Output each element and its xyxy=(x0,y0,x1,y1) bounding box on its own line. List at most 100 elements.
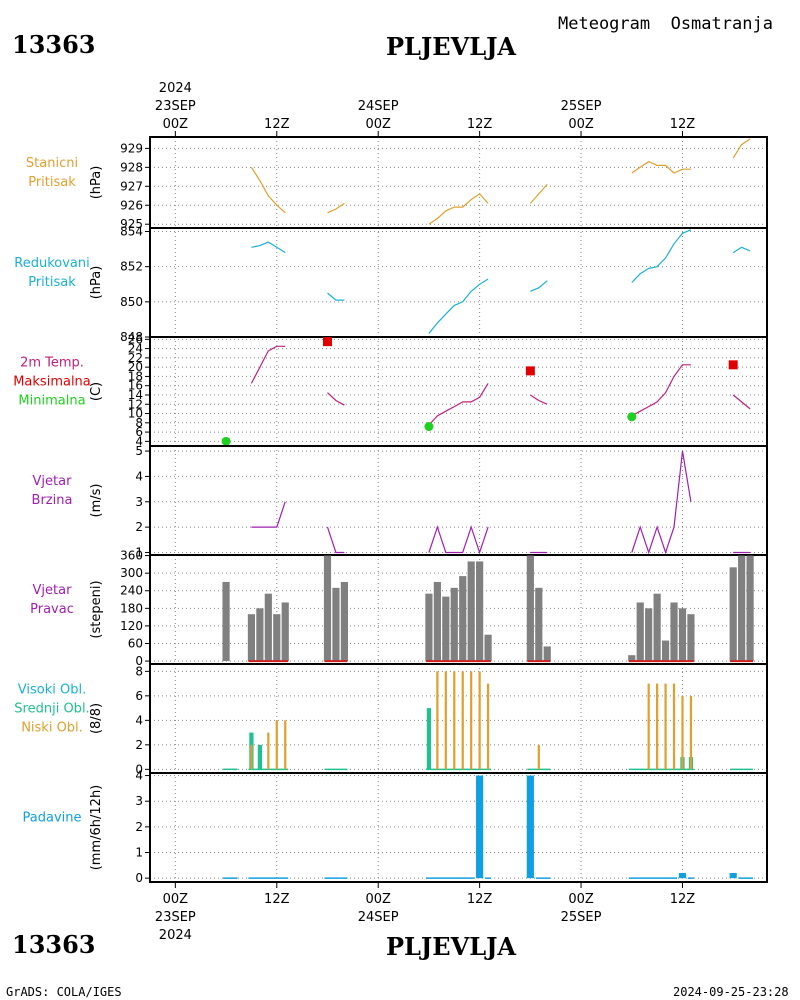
x-hour-label: 00Z xyxy=(365,117,391,132)
direction-bar xyxy=(645,608,653,662)
y-tick-label: 2 xyxy=(135,520,143,534)
meteogram-title: Meteogram Osmatranja xyxy=(558,14,773,34)
series-line xyxy=(326,526,345,554)
y-tick-label: 0 xyxy=(135,871,143,885)
panel-label: Minimalna xyxy=(18,394,85,409)
y-tick-label: 22 xyxy=(128,351,143,365)
x-hour-label: 12Z xyxy=(467,892,493,907)
timestamp: 2024-09-25-23:28 xyxy=(673,985,789,999)
direction-bar xyxy=(746,555,754,662)
low-cloud-bar xyxy=(267,732,270,770)
panel-label: Stanicni xyxy=(26,156,78,171)
x-hour-label: 00Z xyxy=(365,892,391,907)
panel-frame xyxy=(149,136,768,229)
direction-bar xyxy=(450,587,458,662)
y-tick-label: 10 xyxy=(128,407,143,421)
precip-bar xyxy=(476,775,484,879)
y-tick-label: 1 xyxy=(135,545,143,559)
y-tick-label: 4 xyxy=(135,469,143,483)
y-tick-label: 1 xyxy=(135,846,143,860)
mid-cloud-bar xyxy=(426,708,432,770)
precip-bar xyxy=(678,873,687,879)
direction-bar xyxy=(442,596,450,662)
direction-bar xyxy=(738,555,746,662)
time-axis-bottom: 00Z 23SEP 2024 12Z 00Z 24SEP 12Z 00Z 25SEP 12Z xyxy=(155,882,695,943)
precip-bar xyxy=(526,775,534,879)
y-tick-label: 4 xyxy=(135,713,143,727)
panel-label: Niski Obl. xyxy=(21,721,83,736)
series-line xyxy=(250,166,286,214)
panel-label: Vjetar xyxy=(33,474,73,489)
series-line xyxy=(631,160,691,174)
y-tick-label: 929 xyxy=(120,141,143,155)
series-line xyxy=(428,525,489,555)
y-tick-label: 180 xyxy=(120,601,143,615)
direction-bar xyxy=(484,634,492,662)
max-temp-marker xyxy=(728,360,738,370)
y-axis-label: (m/s) xyxy=(89,484,104,518)
min-temp-marker xyxy=(221,436,231,446)
panel-cloud_cover: 0 2 4 6 8 Visoki Obl. Srednji Obl. Niski Obl. (8… xyxy=(14,663,768,776)
y-tick-label: 0 xyxy=(135,654,143,668)
y-tick-label: 926 xyxy=(120,198,143,212)
panel-label: 2m Temp. xyxy=(20,356,84,371)
low-cloud-bar xyxy=(453,671,456,770)
y-tick-label: 8 xyxy=(135,416,143,430)
direction-bar xyxy=(425,593,433,662)
x-day-label: 23SEP xyxy=(155,99,196,114)
station-name-top: PLJEVLJA xyxy=(386,32,517,61)
time-axis-top: 00Z 23SEP 2024 12Z 00Z 24SEP 12Z 00Z 25SEP 12Z xyxy=(155,81,695,137)
direction-bar xyxy=(323,555,332,662)
max-temp-marker xyxy=(525,366,535,376)
y-tick-label: 240 xyxy=(120,584,143,598)
mid-cloud-bar xyxy=(257,744,262,770)
low-cloud-bar xyxy=(664,683,667,770)
y-tick-label: 24 xyxy=(128,342,143,356)
low-cloud-bar xyxy=(647,683,650,770)
x-hour-label: 12Z xyxy=(264,117,290,132)
x-year-label: 2024 xyxy=(159,81,192,96)
direction-bar xyxy=(281,602,289,662)
series-line xyxy=(530,280,548,292)
y-axis-label: (stepeni) xyxy=(89,580,104,638)
y-tick-label: 6 xyxy=(135,425,143,439)
series-line xyxy=(529,394,548,405)
panel-label: Redukovani xyxy=(14,256,89,271)
y-tick-label: 848 xyxy=(120,330,143,344)
panel-label: Pritisak xyxy=(28,175,76,190)
direction-bar xyxy=(476,561,484,662)
series-line xyxy=(250,345,286,384)
panel-label: Padavine xyxy=(23,811,82,826)
y-tick-label: 120 xyxy=(120,619,143,633)
low-cloud-bar xyxy=(250,744,253,770)
x-hour-label: 12Z xyxy=(264,892,290,907)
panel-label: Visoki Obl. xyxy=(18,683,86,698)
y-tick-label: 20 xyxy=(128,360,143,374)
panel-frame xyxy=(149,772,768,883)
y-tick-label: 360 xyxy=(120,549,143,563)
y-axis-label: (hPa) xyxy=(89,166,104,200)
x-day-label: 23SEP xyxy=(155,910,196,925)
station-name-bottom: PLJEVLJA xyxy=(386,932,517,961)
low-cloud-bar xyxy=(461,671,464,770)
x-year-label: 2024 xyxy=(159,928,192,943)
direction-bar xyxy=(526,555,534,662)
x-hour-label: 12Z xyxy=(467,117,493,132)
series-line xyxy=(251,241,286,254)
panel-frame xyxy=(149,445,768,556)
direction-bar xyxy=(678,608,687,662)
direction-bar xyxy=(433,581,441,662)
series-line xyxy=(732,246,751,254)
y-tick-label: 927 xyxy=(120,179,143,193)
low-cloud-bar xyxy=(478,671,481,770)
y-axis-label: (hPa) xyxy=(89,266,104,300)
station-id-bottom: 13363 xyxy=(12,930,96,959)
y-axis-label: (C) xyxy=(89,382,104,401)
y-tick-label: 26 xyxy=(128,332,143,346)
y-axis-label: (8/8) xyxy=(89,703,104,734)
station-id-top: 13363 xyxy=(12,30,96,59)
x-day-label: 25SEP xyxy=(561,99,602,114)
x-day-label: 25SEP xyxy=(561,910,602,925)
series-line xyxy=(327,202,345,214)
series-line xyxy=(631,364,691,417)
